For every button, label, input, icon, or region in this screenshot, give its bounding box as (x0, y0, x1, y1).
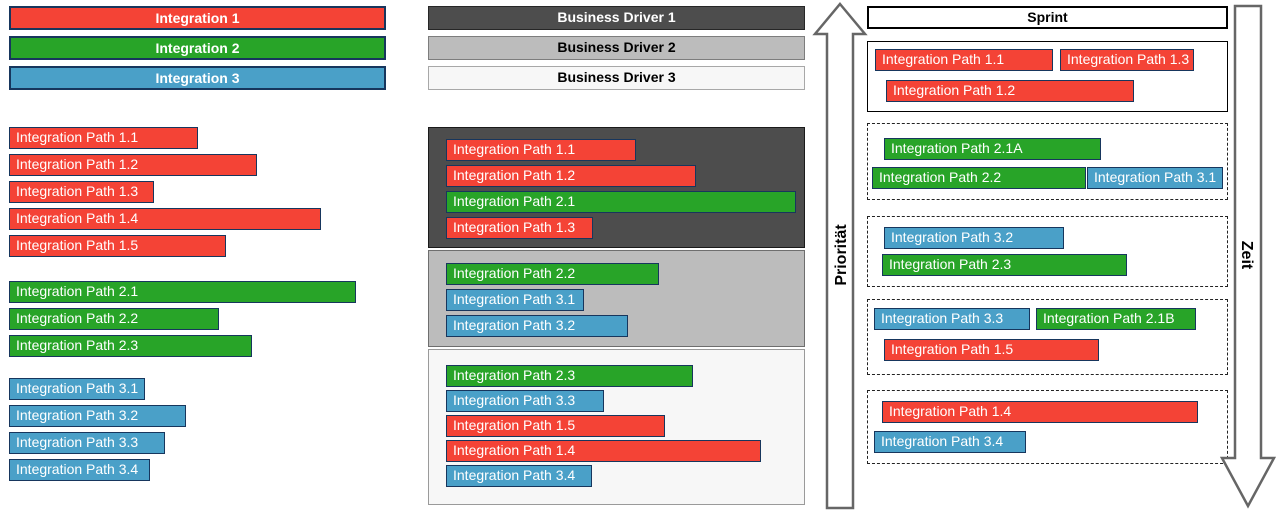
bar-integration-path-2-1a: Integration Path 2.1A (884, 138, 1101, 160)
bar-integration-path-2-1: Integration Path 2.1 (446, 191, 796, 213)
legend-header-2: Integration 2 (9, 36, 386, 60)
business-driver-panel-1: Integration Path 1.1 Integration Path 1.2… (428, 127, 805, 248)
bar-integration-path-3-1: Integration Path 3.1 (1087, 167, 1223, 189)
bar-integration-path-1-1: Integration Path 1.1 (446, 139, 636, 161)
bar-integration-path-3-3: Integration Path 3.3 (446, 390, 604, 412)
bar-integration-path-1-1: Integration Path 1.1 (875, 49, 1053, 71)
bar-integration-path-2-2: Integration Path 2.2 (446, 263, 659, 285)
bar-integration-path-2-2: Integration Path 2.2 (9, 308, 219, 330)
bar-integration-path-3-4: Integration Path 3.4 (874, 431, 1026, 453)
bar-integration-path-1-3: Integration Path 1.3 (9, 181, 154, 203)
bar-integration-path-1-3: Integration Path 1.3 (446, 217, 593, 239)
bar-integration-path-1-2: Integration Path 1.2 (446, 165, 696, 187)
sprint-header: Sprint (867, 6, 1228, 29)
bar-integration-path-3-1: Integration Path 3.1 (446, 289, 584, 311)
priority-arrow-shape (812, 2, 868, 510)
bar-integration-path-1-2: Integration Path 1.2 (9, 154, 257, 176)
business-driver-header-1: Business Driver 1 (428, 6, 805, 30)
bar-integration-path-1-3: Integration Path 1.3 (1060, 49, 1194, 71)
business-driver-header-3: Business Driver 3 (428, 66, 805, 90)
business-driver-panel-2: Integration Path 2.2 Integration Path 3.1… (428, 250, 805, 347)
bar-integration-path-3-2: Integration Path 3.2 (9, 405, 186, 427)
bar-integration-path-2-2: Integration Path 2.2 (872, 167, 1086, 189)
bar-integration-path-2-1: Integration Path 2.1 (9, 281, 356, 303)
time-arrow-shape (1219, 4, 1276, 509)
bar-integration-path-2-3: Integration Path 2.3 (9, 335, 252, 357)
bar-integration-path-1-4: Integration Path 1.4 (446, 440, 761, 462)
bar-integration-path-3-3: Integration Path 3.3 (9, 432, 165, 454)
legend-header-3: Integration 3 (9, 66, 386, 90)
bar-integration-path-1-4: Integration Path 1.4 (882, 401, 1198, 423)
bar-integration-path-2-3: Integration Path 2.3 (446, 365, 693, 387)
business-driver-panel-3: Integration Path 2.3 Integration Path 3.3… (428, 349, 805, 505)
bar-integration-path-2-1b: Integration Path 2.1B (1036, 308, 1196, 330)
bar-integration-path-1-5: Integration Path 1.5 (884, 339, 1099, 361)
bar-integration-path-1-2: Integration Path 1.2 (886, 80, 1134, 102)
sprint-box-2: Integration Path 2.1A Integration Path 2.… (867, 123, 1228, 200)
time-arrow-label: Zeit (1238, 241, 1255, 270)
legend-header-1: Integration 1 (9, 6, 386, 30)
sprint-box-1: Integration Path 1.1 Integration Path 1.3… (867, 41, 1228, 112)
sprint-box-4: Integration Path 3.3 Integration Path 2.1… (867, 299, 1228, 375)
time-down-arrow: Zeit (1219, 4, 1276, 509)
bar-integration-path-2-3: Integration Path 2.3 (882, 254, 1127, 276)
bar-integration-path-3-1: Integration Path 3.1 (9, 378, 145, 400)
bar-integration-path-3-2: Integration Path 3.2 (884, 227, 1064, 249)
bar-integration-path-3-2: Integration Path 3.2 (446, 315, 628, 337)
priority-arrow-label: Priorität (833, 224, 850, 286)
bar-integration-path-1-5: Integration Path 1.5 (9, 235, 226, 257)
bar-integration-path-1-1: Integration Path 1.1 (9, 127, 198, 149)
bar-integration-path-1-5: Integration Path 1.5 (446, 415, 665, 437)
priority-up-arrow: Priorität (812, 2, 868, 510)
bar-integration-path-3-4: Integration Path 3.4 (446, 465, 592, 487)
bar-integration-path-3-3: Integration Path 3.3 (874, 308, 1030, 330)
business-driver-header-2: Business Driver 2 (428, 36, 805, 60)
sprint-box-5: Integration Path 1.4 Integration Path 3.4 (867, 390, 1228, 464)
bar-integration-path-3-4: Integration Path 3.4 (9, 459, 150, 481)
sprint-box-3: Integration Path 3.2 Integration Path 2.3 (867, 216, 1228, 287)
bar-integration-path-1-4: Integration Path 1.4 (9, 208, 321, 230)
